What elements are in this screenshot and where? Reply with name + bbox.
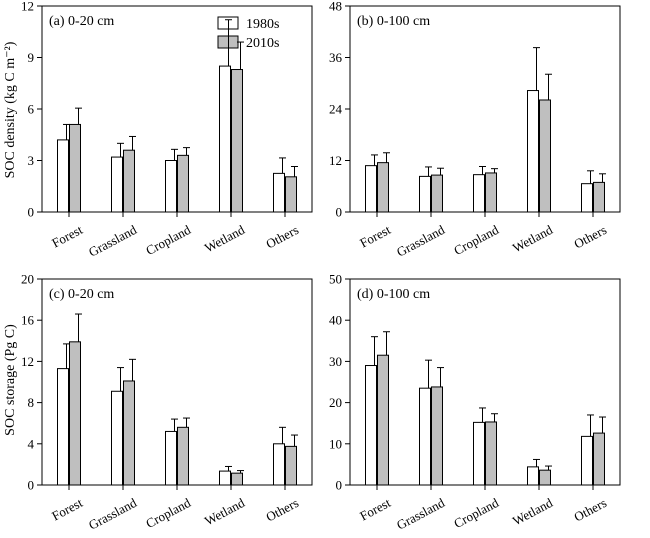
category-label: Grassland: [394, 495, 447, 533]
y-tick-label: 50: [329, 272, 342, 287]
category-label: Forest: [357, 495, 393, 524]
y-tick-label: 12: [21, 354, 34, 369]
category-label: Wetland: [510, 222, 555, 256]
category-label: Forest: [49, 495, 85, 524]
category-label: Others: [263, 495, 301, 525]
bar-1980s-grassland: [419, 175, 431, 213]
y-tick-label: 0: [336, 478, 343, 493]
bar-1980s-cropland: [473, 421, 485, 486]
category-label: Wetland: [202, 495, 247, 529]
bar-1980s-grassland: [419, 387, 431, 486]
y-tick-label: 0: [28, 478, 35, 493]
bar-1980s-others: [581, 435, 593, 486]
bar-2010s-forest: [69, 341, 81, 486]
y-tick-label: 4: [28, 436, 35, 451]
bar-1980s-forest: [57, 139, 69, 213]
panel-title: (c) 0-20 cm: [49, 287, 114, 302]
bar-2010s-cropland: [485, 172, 497, 213]
category-label: Others: [263, 222, 301, 252]
category-label: Wetland: [510, 495, 555, 529]
bar-1980s-cropland: [165, 430, 177, 486]
y-tick-label: 6: [28, 102, 35, 117]
chart-panel-4: (d) 0-100 cm 0 10 20 30 40 50 Forest Grassland Cr…: [329, 272, 621, 533]
y-tick-label: 9: [28, 50, 35, 65]
category-label: Others: [571, 495, 609, 525]
y-tick-label: 48: [329, 0, 342, 14]
bar-1980s-wetland: [527, 466, 539, 486]
bar-2010s-others: [593, 181, 605, 213]
panel-title: (a) 0-20 cm: [49, 14, 114, 29]
bar-1980s-wetland: [219, 470, 231, 486]
bar-1980s-grassland: [111, 156, 123, 213]
panel-title: (b) 0-100 cm: [357, 14, 430, 29]
bar-2010s-cropland: [485, 421, 497, 486]
bar-2010s-grassland: [431, 174, 443, 213]
y-tick-label: 36: [329, 50, 343, 65]
bar-1980s-forest: [57, 368, 69, 486]
y-tick-label: 20: [329, 395, 342, 410]
bar-2010s-wetland: [539, 99, 551, 213]
category-label: Cropland: [451, 222, 501, 258]
bar-1980s-forest: [365, 165, 377, 213]
category-label: Forest: [49, 222, 85, 251]
bar-2010s-grassland: [431, 386, 443, 486]
y-tick-label: 0: [28, 205, 35, 220]
bar-1980s-wetland: [527, 90, 539, 213]
category-label: Cropland: [143, 495, 193, 531]
bar-2010s-wetland: [231, 472, 243, 486]
bar-1980s-grassland: [111, 390, 123, 486]
bar-1980s-others: [273, 443, 285, 486]
bar-2010s-cropland: [177, 426, 189, 486]
chart-panel-2: (b) 0-100 cm 0 12 24 36 48 Forest Grassland Crop…: [329, 0, 621, 260]
legend-label-1980s: 1980s: [246, 17, 279, 32]
category-label: Grassland: [86, 495, 139, 533]
y-tick-label: 40: [329, 313, 342, 328]
panel-title: (d) 0-100 cm: [357, 287, 430, 302]
category-label: Grassland: [394, 222, 447, 260]
bar-2010s-others: [285, 176, 297, 213]
bar-2010s-others: [593, 432, 605, 486]
y-tick-label: 16: [21, 313, 35, 328]
legend: 1980s 2010s: [217, 16, 279, 51]
y-tick-label: 12: [329, 153, 342, 168]
category-label: Others: [571, 222, 609, 252]
bar-2010s-others: [285, 445, 297, 486]
bar-1980s-forest: [365, 365, 377, 486]
bar-1980s-cropland: [165, 160, 177, 213]
y-tick-label: 3: [28, 153, 35, 168]
bar-2010s-forest: [377, 162, 389, 213]
bar-2010s-wetland: [539, 469, 551, 486]
y-axis-label-density: SOC density (kg C m⁻²): [3, 41, 18, 178]
y-tick-label: 20: [21, 272, 34, 287]
y-tick-label: 10: [329, 436, 342, 451]
legend-label-2010s: 2010s: [246, 36, 279, 51]
category-label: Grassland: [86, 222, 139, 260]
bar-2010s-wetland: [231, 69, 243, 213]
y-tick-label: 24: [329, 102, 343, 117]
bar-2010s-grassland: [123, 149, 135, 213]
bar-2010s-grassland: [123, 380, 135, 486]
y-tick-label: 30: [329, 354, 342, 369]
category-label: Cropland: [451, 495, 501, 531]
bar-2010s-forest: [69, 123, 81, 213]
category-label: Forest: [357, 222, 393, 251]
y-tick-label: 0: [336, 205, 343, 220]
chart-panel-3: (c) 0-20 cm 0 4 8 12 16 20 Forest Grassland Cropl…: [21, 272, 313, 533]
y-tick-label: 8: [28, 395, 35, 410]
category-label: Cropland: [143, 222, 193, 258]
category-label: Wetland: [202, 222, 247, 256]
bar-2010s-cropland: [177, 154, 189, 213]
bar-1980s-cropland: [473, 174, 485, 213]
y-tick-label: 12: [21, 0, 34, 14]
bar-2010s-forest: [377, 354, 389, 486]
bar-1980s-others: [581, 183, 593, 213]
bar-1980s-wetland: [219, 65, 231, 213]
bar-1980s-others: [273, 172, 285, 213]
y-axis-label-storage: SOC storage (Pg C): [3, 324, 18, 436]
